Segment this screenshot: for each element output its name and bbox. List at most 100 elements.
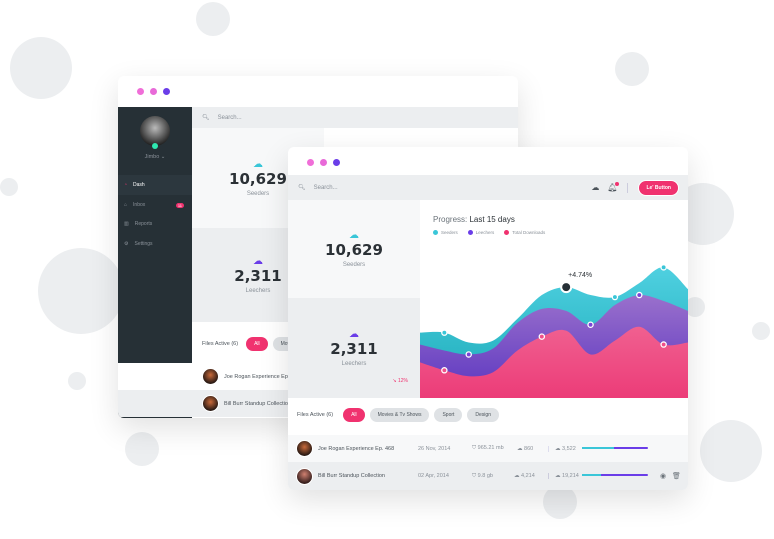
decor-circle bbox=[68, 372, 86, 390]
file-name: Bill Burr Standup Collection bbox=[318, 473, 385, 479]
avatar[interactable] bbox=[140, 116, 170, 146]
search-icon: 🔍︎ bbox=[202, 115, 210, 121]
window-controls bbox=[137, 88, 170, 95]
upload-count: ☁ 3,522 bbox=[548, 445, 576, 452]
sidebar-item-reports[interactable]: ▥ Reports bbox=[118, 214, 192, 234]
sidebar-item-dash[interactable]: ◔ Dash bbox=[118, 175, 192, 195]
trash-icon[interactable]: 🗑︎ bbox=[672, 473, 681, 480]
sidebar-item-label: Settings bbox=[134, 241, 153, 247]
change-value: 12% bbox=[397, 378, 408, 384]
download-cloud-icon: ☁ bbox=[349, 329, 359, 340]
dashboard-icon: ◔ bbox=[124, 182, 128, 188]
decor-circle bbox=[615, 52, 649, 86]
area-total-downloads bbox=[420, 326, 688, 398]
le-button[interactable]: Le' Button bbox=[638, 179, 679, 196]
data-point[interactable] bbox=[538, 333, 546, 340]
filter-design[interactable]: Design bbox=[467, 408, 499, 422]
table-row[interactable]: Bill Burr Standup Collection 02 Apr, 201… bbox=[288, 462, 688, 490]
file-avatar bbox=[202, 395, 219, 412]
download-count: ☁ 4,214 bbox=[514, 473, 535, 479]
window-controls bbox=[307, 159, 340, 166]
chart-header: Progress: Last 15 days Seeders Leechers … bbox=[433, 215, 545, 236]
legend-leechers[interactable]: Leechers bbox=[467, 230, 494, 236]
data-point[interactable] bbox=[660, 341, 667, 348]
sidebar-item-inbox[interactable]: ⌂ Inbox 11 bbox=[118, 195, 192, 215]
search-bar: 🔍︎ Search... ☁ 🔔︎ Le' Button bbox=[288, 175, 688, 200]
seeders-label: Seeders bbox=[246, 191, 270, 197]
window-dot[interactable] bbox=[307, 159, 314, 166]
sidebar-item-settings[interactable]: ⚙ Settings bbox=[118, 234, 192, 254]
inbox-icon: ⌂ bbox=[124, 202, 128, 208]
sidebar-item-label: Inbox bbox=[133, 202, 146, 208]
search-icon: 🔍︎ bbox=[298, 185, 306, 191]
download-cloud-icon: ☁ bbox=[253, 256, 263, 267]
leechers-card: ☁ 2,311 Leechers ↘ 12% bbox=[288, 298, 420, 398]
leechers-count: 2,311 bbox=[234, 267, 282, 285]
view-icon[interactable]: ◉ bbox=[660, 473, 667, 480]
gear-icon: ⚙ bbox=[124, 241, 129, 247]
notification-bell-icon[interactable]: 🔔︎ bbox=[607, 182, 620, 192]
seeders-card: ☁ 10,629 Seeders bbox=[288, 200, 420, 298]
window-dot[interactable] bbox=[137, 88, 144, 95]
file-name: Joe Rogan Experience Ep. 468 bbox=[318, 445, 395, 452]
seeders-count: 10,629 bbox=[229, 170, 287, 188]
file-avatar bbox=[296, 440, 313, 457]
table-row[interactable]: Joe Rogan Experience Ep. 468 26 Nov, 201… bbox=[288, 435, 688, 462]
data-point[interactable] bbox=[587, 321, 594, 328]
file-date: 26 Nov, 2014 bbox=[418, 445, 451, 452]
chart-legend: Seeders Leechers Total Downloads bbox=[433, 230, 545, 236]
decor-circle bbox=[685, 297, 705, 317]
decor-circle bbox=[125, 432, 159, 466]
window-dot[interactable] bbox=[163, 88, 170, 95]
filter-movies-tv[interactable]: Movies & Tv Shows bbox=[369, 408, 430, 422]
progress-bar bbox=[582, 447, 648, 449]
sidebar-item-label: Dash bbox=[133, 182, 145, 188]
legend-seeders[interactable]: Seeders bbox=[433, 230, 458, 236]
data-point[interactable] bbox=[441, 329, 448, 336]
annotation-label: +4.74% bbox=[568, 272, 592, 279]
leechers-change: ↘ 12% bbox=[392, 378, 408, 384]
cloud-sync-icon[interactable]: ☁ bbox=[591, 183, 600, 192]
window-dot[interactable] bbox=[320, 159, 327, 166]
download-count: ☁ 860 bbox=[517, 445, 534, 452]
decor-circle bbox=[196, 2, 230, 36]
leechers-label: Leechers bbox=[245, 288, 271, 294]
filter-sport[interactable]: Sport bbox=[434, 408, 463, 422]
front-window: 🔍︎ Search... ☁ 🔔︎ Le' Button ☁ 10,629 See… bbox=[288, 147, 688, 490]
window-dot[interactable] bbox=[333, 159, 340, 166]
data-point[interactable] bbox=[441, 367, 448, 374]
file-size: ⛉ 9.8 gb bbox=[472, 472, 493, 479]
user-menu[interactable]: Jimbo ⌄ bbox=[144, 154, 166, 160]
highlight-point[interactable] bbox=[560, 281, 573, 294]
leechers-label: Leechers bbox=[341, 361, 367, 367]
files-active-title: Files Active (6) bbox=[202, 341, 239, 347]
window-dot[interactable] bbox=[150, 88, 157, 95]
decor-circle bbox=[543, 485, 577, 519]
file-size: ⛉ 965.21 mb bbox=[472, 445, 504, 451]
filter-all[interactable]: All bbox=[343, 408, 365, 422]
search-input[interactable]: Search... bbox=[217, 114, 242, 121]
upload-cloud-icon: ☁ bbox=[349, 230, 359, 241]
search-bar[interactable]: 🔍︎ Search... bbox=[192, 107, 518, 128]
data-point[interactable] bbox=[636, 291, 643, 299]
data-point[interactable] bbox=[660, 264, 667, 271]
file-avatar bbox=[202, 368, 219, 385]
data-point[interactable] bbox=[465, 351, 472, 358]
legend-total-downloads[interactable]: Total Downloads bbox=[504, 230, 545, 236]
decor-circle bbox=[752, 322, 770, 340]
decor-circle bbox=[38, 248, 124, 334]
search-input[interactable]: Search... bbox=[313, 184, 338, 191]
upload-cloud-icon: ☁ bbox=[253, 159, 263, 170]
file-name: Joe Rogan Experience Ep. 468 bbox=[224, 373, 301, 380]
decor-circle bbox=[0, 178, 18, 196]
decor-circle bbox=[10, 37, 72, 99]
chart-title: Last 15 days bbox=[469, 215, 515, 224]
file-name: Bill Burr Standup Collection bbox=[224, 400, 291, 407]
leechers-count: 2,311 bbox=[330, 340, 378, 358]
data-point[interactable] bbox=[611, 293, 619, 301]
upload-count: ☁ 19,214 bbox=[548, 473, 579, 479]
inbox-badge: 11 bbox=[175, 202, 184, 208]
files-filter-row: Files Active (6) All Movies & Tv Shows S… bbox=[297, 408, 504, 422]
filter-all[interactable]: All bbox=[246, 337, 268, 351]
progress-bar bbox=[582, 474, 648, 476]
